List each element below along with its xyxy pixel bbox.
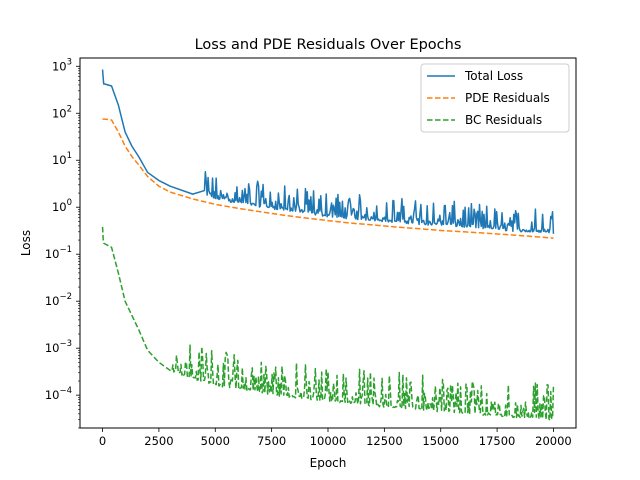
legend: Total Loss PDE Residuals BC Residuals — [420, 63, 570, 133]
x-tick-label: 20000 — [535, 434, 572, 448]
x-axis: 0 2500 5000 7500 10000 12500 15000 17500 20000 — [99, 428, 572, 448]
legend-box — [420, 63, 570, 133]
y-tick-label: 101 — [52, 151, 72, 167]
y-tick-label: 10−2 — [45, 292, 72, 308]
y-tick-label: 10−3 — [45, 339, 72, 355]
x-axis-label: Epoch — [310, 456, 347, 470]
legend-label: BC Residuals — [465, 113, 542, 127]
y-axis: 10−4 10−3 10−2 10−1 100 101 102 103 — [45, 57, 80, 429]
x-tick-label: 17500 — [479, 434, 516, 448]
y-tick-label: 102 — [52, 104, 72, 120]
x-tick-label: 0 — [99, 434, 106, 448]
y-tick-label: 10−4 — [45, 386, 72, 402]
x-tick-label: 15000 — [422, 434, 459, 448]
y-axis-label: Loss — [19, 230, 33, 256]
x-tick-label: 2500 — [144, 434, 173, 448]
series-line-bc-residuals — [101, 226, 555, 421]
axes-frame — [79, 57, 577, 429]
legend-label: PDE Residuals — [465, 91, 550, 105]
y-tick-label: 103 — [52, 57, 72, 73]
y-tick-label: 100 — [52, 198, 72, 214]
legend-label: Total Loss — [464, 69, 523, 83]
chart-title: Loss and PDE Residuals Over Epochs — [195, 37, 462, 53]
series-line-total-loss — [101, 69, 555, 234]
x-tick-label: 10000 — [310, 434, 347, 448]
y-tick-label: 10−1 — [45, 245, 72, 261]
x-tick-label: 7500 — [257, 434, 286, 448]
plot-area — [101, 69, 555, 421]
x-tick-label: 5000 — [201, 434, 230, 448]
x-tick-label: 12500 — [366, 434, 403, 448]
